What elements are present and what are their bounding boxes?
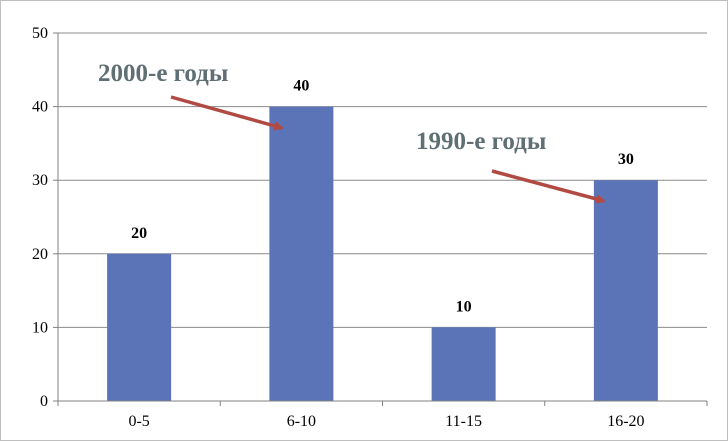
bars [107, 106, 658, 401]
y-tick-label: 50 [32, 25, 48, 42]
data-label-16-20: 30 [618, 151, 634, 168]
annotation-label: 1990-е годы [416, 128, 546, 155]
y-tick-label: 30 [32, 172, 48, 189]
y-tick-label: 10 [32, 319, 48, 336]
y-tick-label: 0 [40, 393, 48, 410]
data-label-0-5: 20 [131, 225, 147, 242]
data-label-11-15: 10 [456, 298, 472, 315]
x-tick-label-16-20: 16-20 [607, 413, 644, 430]
annotation-arrow [170, 95, 284, 131]
data-label-6-10: 40 [293, 78, 309, 95]
annotations: 2000-е годы 1990-е годы [98, 60, 606, 204]
x-axis-tick-labels: 0-5 6-10 11-15 16-20 [128, 413, 644, 430]
bar-11-15 [431, 327, 496, 401]
annotation-label: 2000-е годы [98, 60, 228, 87]
bar-0-5 [107, 253, 172, 401]
x-tick-label-6-10: 6-10 [287, 413, 316, 430]
y-tick-label: 40 [32, 99, 48, 116]
data-labels: 20 40 10 30 [131, 78, 634, 316]
x-tick-label-11-15: 11-15 [445, 413, 482, 430]
bar-6-10 [269, 106, 334, 401]
y-tick-label: 20 [32, 246, 48, 263]
x-tick-label-0-5: 0-5 [128, 413, 149, 430]
y-axis-tick-labels: 0 10 20 30 40 50 [32, 25, 48, 410]
annotation-arrow [491, 169, 606, 204]
axes [53, 32, 708, 406]
bar-16-20 [593, 180, 658, 401]
